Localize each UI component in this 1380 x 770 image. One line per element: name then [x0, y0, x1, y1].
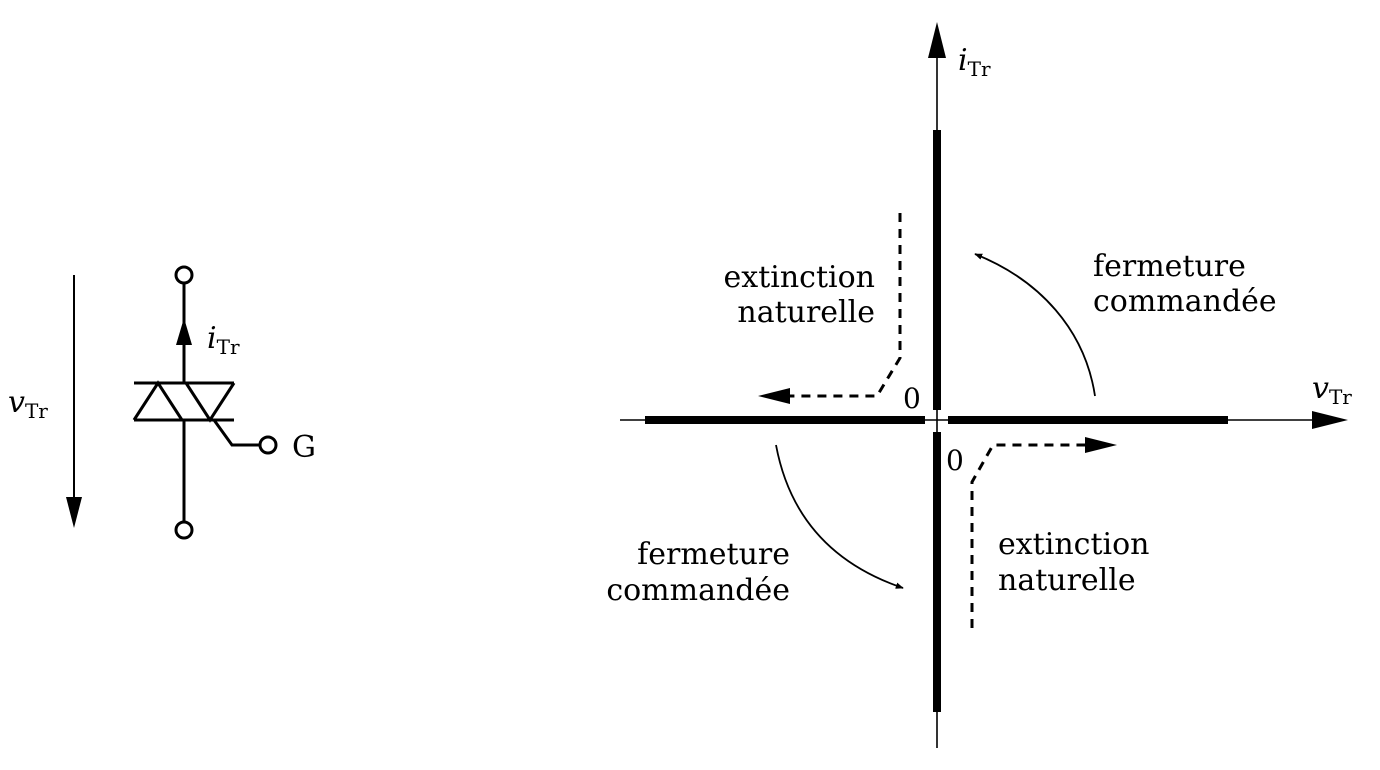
extinction-arrowhead-top-left [758, 388, 790, 404]
anode-terminal [174, 265, 194, 285]
triac-body-icon [132, 380, 260, 447]
voltage-arrow [66, 275, 82, 528]
svg-text:naturelle: naturelle [737, 295, 875, 330]
y-axis-label: iTr [958, 43, 991, 81]
voltage-label: vTr [8, 385, 48, 423]
svg-text:fermeture: fermeture [1093, 249, 1246, 284]
origin-label-lower: 0 [946, 444, 964, 477]
svg-text:fermeture: fermeture [637, 537, 790, 572]
label-fermeture-top-right: fermeture commandée [1093, 249, 1277, 319]
cathode-terminal [174, 520, 194, 540]
svg-text:naturelle: naturelle [998, 563, 1136, 598]
characteristic-diagram: iTr vTr 0 0 extinction naturelle fermetu [606, 22, 1352, 748]
extinction-path-top-left [790, 213, 902, 398]
svg-text:commandée: commandée [606, 573, 790, 608]
extinction-arrowhead-bottom-right [1085, 437, 1117, 453]
firing-arrow-top-right [974, 253, 1096, 397]
label-extinction-bottom-right: extinction naturelle [998, 527, 1149, 598]
svg-text:extinction: extinction [998, 527, 1149, 562]
svg-text:extinction: extinction [724, 260, 875, 295]
label-extinction-top-left: extinction naturelle [724, 260, 875, 330]
current-label: iTr [207, 321, 240, 359]
characteristic-segments [645, 130, 1228, 712]
label-fermeture-bottom-left: fermeture commandée [606, 537, 790, 608]
current-arrow-icon [176, 318, 192, 345]
firing-arrow-bottom-left [775, 444, 904, 589]
extinction-path-bottom-right [970, 443, 1085, 628]
triac-symbol: vTr iTr G [8, 265, 316, 540]
x-axis-label: vTr [1312, 371, 1352, 409]
svg-text:commandée: commandée [1093, 284, 1277, 319]
gate-terminal [258, 435, 278, 455]
origin-label-upper: 0 [903, 382, 921, 415]
gate-label: G [292, 430, 316, 465]
